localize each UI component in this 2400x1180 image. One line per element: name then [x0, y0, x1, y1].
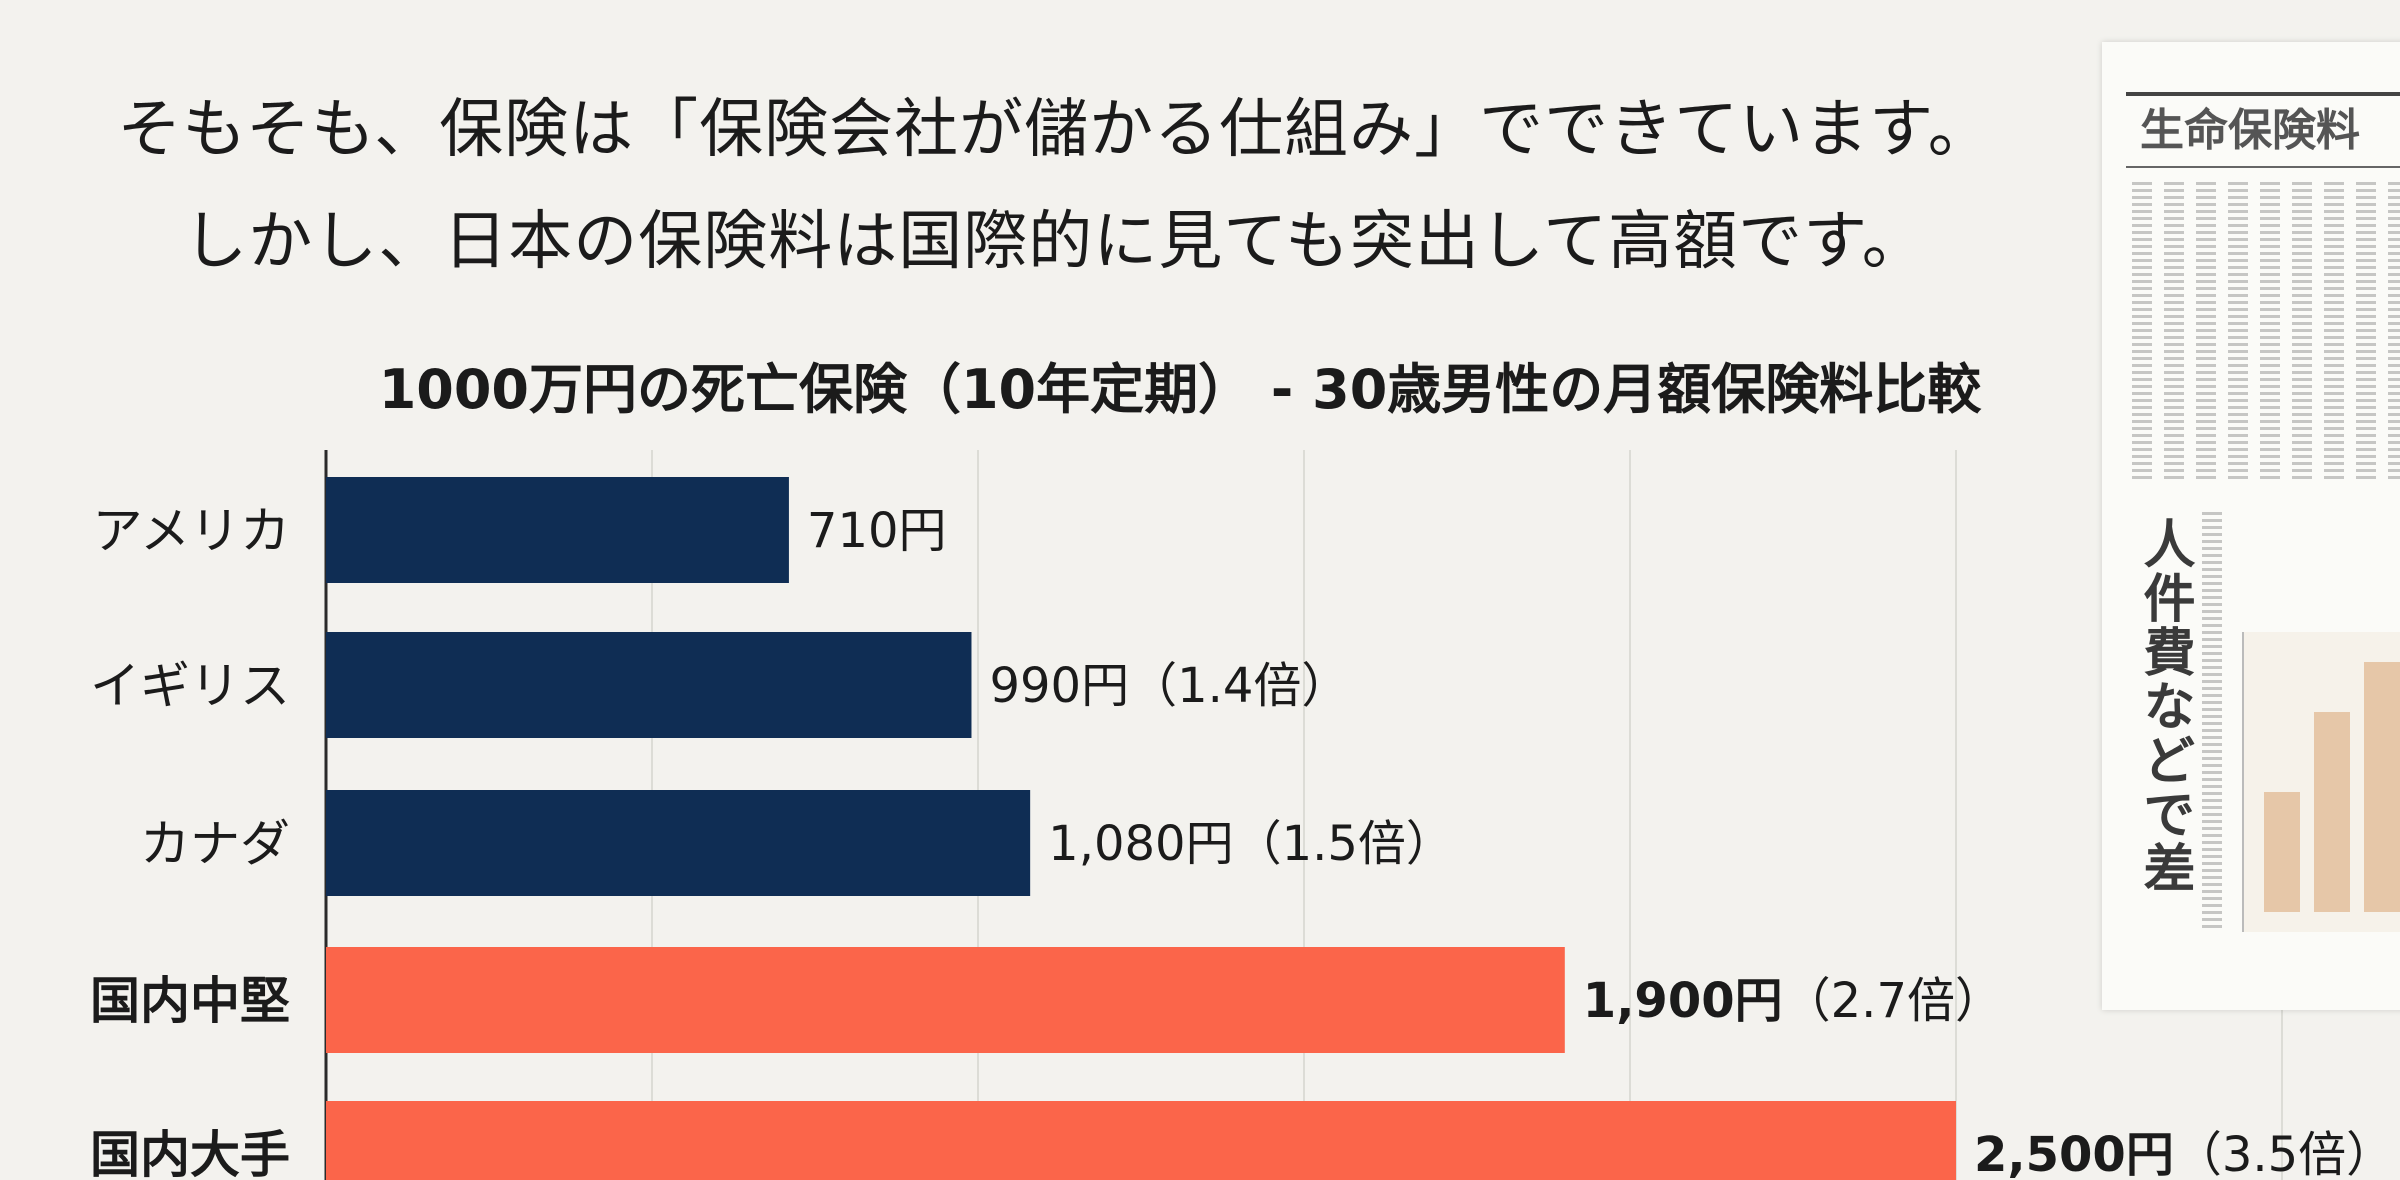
ratio-label: （1.4倍） — [1129, 658, 1349, 714]
newspaper-clipping: 生命保険料 人件費などで差 — [2102, 42, 2400, 1010]
chart-title: 1000万円の死亡保険（10年定期） - 30歳男性の月額保険料比較 — [378, 358, 1982, 421]
ratio-label: （2.7倍） — [1783, 973, 2003, 1029]
data-label: 1,900円（2.7倍） — [1583, 973, 2003, 1029]
bar — [326, 790, 1031, 896]
clipping-mini-chart — [2242, 632, 2400, 932]
headline-line-1: そもそも、保険は「保険会社が儲かる仕組み」でできています。 — [117, 93, 1993, 167]
category-label: 国内中堅 — [90, 972, 290, 1030]
clipping-text-column — [2292, 182, 2312, 482]
category-label: 国内大手 — [90, 1126, 290, 1180]
category-label: アメリカ — [93, 502, 291, 560]
bars — [326, 477, 1956, 1180]
ratio-label: （1.5倍） — [1234, 816, 1454, 872]
category-label: カナダ — [140, 815, 290, 873]
headline-line-2: しかし、日本の保険料は国際的に見ても突出して高額です。 — [183, 205, 1927, 279]
clipping-heading: 生命保険料 — [2126, 92, 2400, 168]
bar — [326, 632, 972, 738]
clipping-mini-bar — [2364, 662, 2400, 912]
clipping-text-column — [2324, 182, 2344, 482]
ratio-label: （3.5倍） — [2174, 1127, 2394, 1180]
bar — [326, 1101, 1956, 1180]
data-label: 990円（1.4倍） — [989, 658, 1349, 714]
clipping-text-column — [2388, 182, 2400, 482]
value-label: 2,500円 — [1974, 1127, 2174, 1180]
clipping-text-column — [2132, 182, 2152, 482]
data-label: 2,500円（3.5倍） — [1974, 1127, 2394, 1180]
value-label: 710円 — [807, 503, 947, 559]
category-label: イギリス — [90, 657, 290, 715]
clipping-text-column — [2228, 182, 2248, 482]
clipping-vertical-headline: 人件費などで差 — [2134, 517, 2195, 895]
clipping-text-column — [2356, 182, 2376, 482]
data-label: 710円 — [807, 503, 947, 559]
data-label: 1,080円（1.5倍） — [1048, 816, 1454, 872]
clipping-mini-bar — [2314, 712, 2350, 912]
clipping-text-column — [2260, 182, 2280, 482]
value-label: 1,900円 — [1583, 973, 1783, 1029]
clipping-text-column — [2202, 512, 2222, 932]
bar — [326, 947, 1565, 1053]
clipping-text-column — [2196, 182, 2216, 482]
bar — [326, 477, 789, 583]
value-label: 1,080円 — [1048, 816, 1233, 872]
value-label: 990円 — [989, 658, 1129, 714]
grid-lines — [324, 450, 2283, 1180]
clipping-mini-bar — [2264, 792, 2300, 912]
clipping-text-column — [2164, 182, 2184, 482]
